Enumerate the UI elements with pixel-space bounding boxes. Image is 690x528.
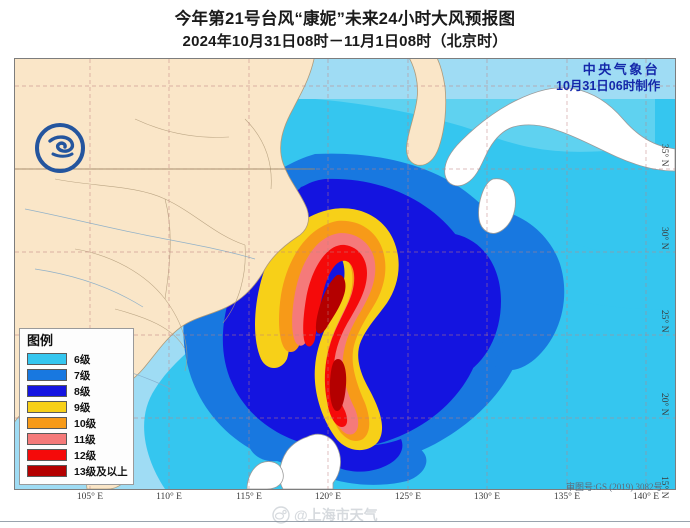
latitude-tick: 25° N xyxy=(659,310,669,333)
legend: 图例 6级 7级 8级 9级 10级 11级 12级 13级及以上 xyxy=(19,328,134,485)
legend-item-10: 10级 xyxy=(27,415,128,431)
page-title: 今年第21号台风“康妮”未来24小时大风预报图 xyxy=(174,10,516,28)
legend-label: 7级 xyxy=(74,369,91,382)
wind-band-13 xyxy=(315,274,346,334)
weibo-icon xyxy=(272,506,290,524)
legend-label: 6级 xyxy=(74,353,91,366)
legend-label: 11级 xyxy=(74,433,96,446)
longitude-tick: 120° E xyxy=(314,492,342,502)
longitude-tick: 115° E xyxy=(236,492,262,502)
legend-swatch xyxy=(27,449,67,461)
legend-label: 9级 xyxy=(74,401,91,414)
legend-label: 13级及以上 xyxy=(74,465,128,478)
latitude-tick: 20° N xyxy=(659,393,669,416)
attribution-organization: 中央气象台 xyxy=(582,62,661,77)
watermark-text: @上海市天气 xyxy=(294,507,378,523)
attribution-block: 中央气象台 10月31日06时制作 xyxy=(556,62,660,94)
legend-item-7: 7级 xyxy=(27,367,128,383)
legend-swatch xyxy=(27,417,67,429)
legend-swatch xyxy=(27,369,67,381)
legend-item-9: 9级 xyxy=(27,399,128,415)
legend-item-11: 11级 xyxy=(27,431,128,447)
legend-item-13: 13级及以上 xyxy=(27,463,128,479)
map-credit: 审图号:GS (2019) 3082号 xyxy=(566,482,663,492)
landmass-philippines-2 xyxy=(246,461,284,489)
latitude-tick: 30° N xyxy=(659,227,669,250)
landmass-luzon xyxy=(279,433,341,489)
legend-swatch xyxy=(27,465,67,477)
legend-swatch xyxy=(27,385,67,397)
legend-label: 8级 xyxy=(74,385,91,398)
page-subtitle: 2024年10月31日08时－11月1日08时（北京时） xyxy=(182,33,508,50)
watermark: @上海市天气 xyxy=(272,505,378,525)
longitude-tick: 130° E xyxy=(473,492,501,502)
title-block: 今年第21号台风“康妮”未来24小时大风预报图 2024年10月31日08时－1… xyxy=(0,0,690,56)
legend-title: 图例 xyxy=(27,333,54,348)
latitude-tick: 35° N xyxy=(659,144,669,167)
legend-item-6: 6级 xyxy=(27,351,128,367)
landmass-japan xyxy=(444,87,675,187)
legend-item-12: 12级 xyxy=(27,447,128,463)
cma-logo xyxy=(35,123,85,173)
longitude-tick: 140° E xyxy=(632,492,660,502)
wind-band-12 xyxy=(303,244,367,427)
landmass-kyushu xyxy=(478,178,516,234)
wind-band-13-secondary xyxy=(329,359,347,411)
legend-label: 12级 xyxy=(74,449,97,462)
longitude-tick: 135° E xyxy=(553,492,581,502)
legend-swatch xyxy=(27,401,67,413)
legend-rows: 6级 7级 8级 9级 10级 11级 12级 13级及以上 xyxy=(27,351,128,479)
bottom-divider xyxy=(0,521,690,522)
longitude-tick: 105° E xyxy=(76,492,104,502)
landmass-korea xyxy=(406,59,447,166)
attribution-produced: 10月31日06时制作 xyxy=(556,79,661,93)
longitude-tick: 125° E xyxy=(394,492,422,502)
longitude-tick: 110° E xyxy=(156,492,182,502)
province-boundaries xyxy=(34,118,272,374)
legend-swatch xyxy=(27,353,67,365)
legend-item-8: 8级 xyxy=(27,383,128,399)
legend-label: 10级 xyxy=(74,417,97,430)
legend-swatch xyxy=(27,433,67,445)
